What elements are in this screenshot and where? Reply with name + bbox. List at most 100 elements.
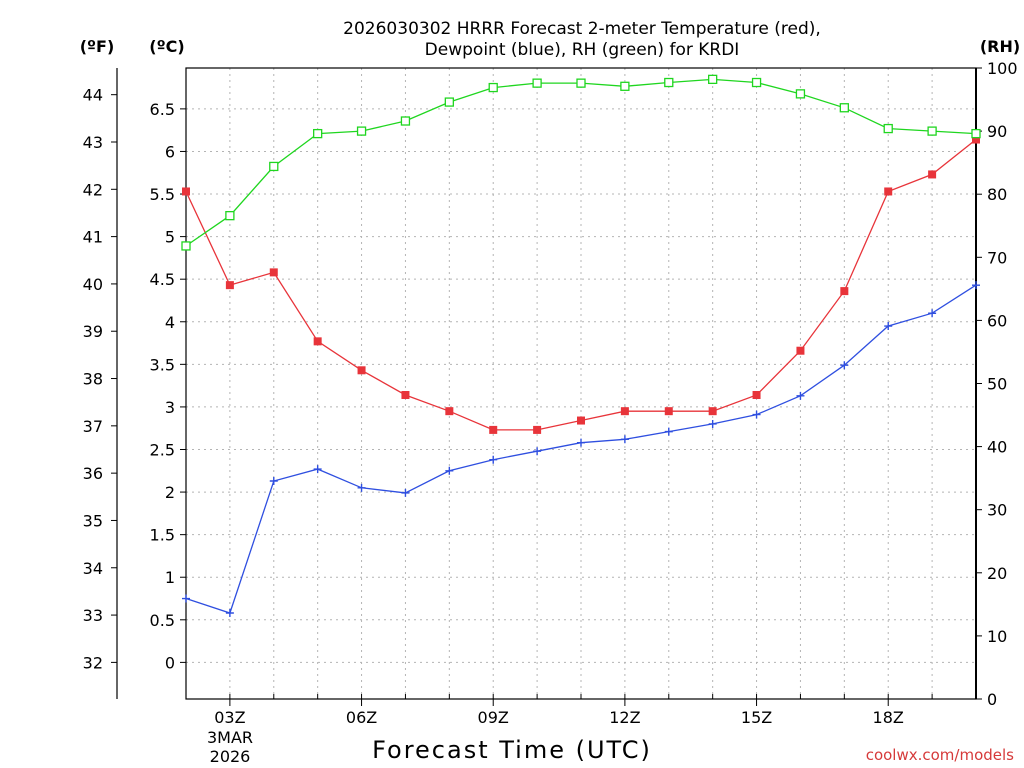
- fahrenheit-tick-label: 41: [83, 228, 103, 247]
- fahrenheit-tick-label: 40: [83, 275, 103, 294]
- dewpoint-point: [577, 438, 585, 447]
- rh-tick-label: 70: [987, 248, 1007, 267]
- fahrenheit-tick-label: 35: [83, 511, 103, 530]
- fahrenheit-tick-label: 38: [83, 370, 103, 389]
- celsius-tick-label: 2: [165, 483, 175, 502]
- dewpoint-point: [972, 281, 980, 290]
- rh-series: [181, 74, 981, 251]
- temperature-point: [972, 135, 980, 144]
- fahrenheit-tick-label: 37: [83, 417, 103, 436]
- rh-point: [751, 77, 762, 88]
- temperature-point: [357, 366, 366, 375]
- fahrenheit-tick-label: 42: [83, 180, 103, 199]
- temperature-point: [577, 416, 585, 425]
- dewpoint-point: [796, 391, 805, 400]
- rh-tick-label: 10: [987, 627, 1007, 646]
- temperature-point: [708, 407, 717, 416]
- temperature-point: [533, 425, 542, 434]
- temperature-point: [182, 187, 190, 196]
- rh-point: [313, 128, 323, 139]
- temperature-point: [620, 407, 629, 416]
- rh-tick-label: 60: [987, 311, 1007, 330]
- temperature-point: [225, 281, 234, 290]
- x-tick-label: 09Z: [478, 708, 509, 727]
- temperature-point: [269, 268, 278, 277]
- fahrenheit-tick-label: 43: [83, 133, 103, 152]
- dewpoint-point: [620, 435, 629, 444]
- celsius-tick-label: 6: [165, 142, 175, 161]
- fahrenheit-tick-label: 33: [83, 606, 103, 625]
- rh-point: [181, 241, 191, 251]
- date-label-line2: 2026: [210, 747, 251, 766]
- date-label-line1: 3MAR: [207, 728, 253, 747]
- dewpoint-series: [182, 281, 980, 617]
- rh-point: [795, 89, 806, 99]
- temperature-point: [445, 407, 454, 416]
- celsius-tick-label: 6.5: [150, 100, 175, 119]
- axes: [111, 67, 982, 706]
- rh-point: [444, 97, 454, 107]
- rh-tick-label: 0: [987, 690, 997, 709]
- rh-point: [620, 81, 630, 91]
- dewpoint-point: [313, 465, 322, 474]
- fahrenheit-tick-label: 39: [83, 322, 103, 341]
- dewpoint-point: [401, 488, 410, 497]
- tick-labels: 0 0.5 1 1.5 2 2.5 3 3.5 4 4.5 5 5.5 6 6.5 32 33 34 35 36 37…: [83, 59, 1018, 727]
- rh-point: [927, 126, 937, 136]
- dewpoint-point: [664, 427, 673, 436]
- rh-point: [356, 126, 367, 136]
- temperature-point: [752, 390, 761, 399]
- temperature-point: [664, 407, 673, 416]
- dewpoint-point: [489, 455, 498, 464]
- rh-tick-label: 30: [987, 501, 1007, 520]
- rh-point: [971, 128, 981, 139]
- fahrenheit-tick-label: 32: [83, 653, 103, 672]
- temperature-point: [313, 337, 322, 346]
- data-series: [181, 74, 981, 617]
- temperature-series: [182, 135, 980, 434]
- celsius-tick-label: 0.5: [150, 611, 175, 630]
- celsius-tick-label: 3.5: [150, 355, 175, 374]
- celsius-tick-label: 5: [165, 228, 175, 247]
- dewpoint-line: [185, 284, 977, 614]
- rh-point: [664, 77, 674, 88]
- rh-tick-label: 100: [987, 59, 1018, 78]
- fahrenheit-tick-label: 44: [83, 86, 103, 105]
- celsius-tick-label: 2.5: [150, 440, 175, 459]
- chart-title-line1: 2026030302 HRRR Forecast 2-meter Tempera…: [343, 19, 821, 39]
- fahrenheit-unit-label: (ºF): [80, 37, 115, 56]
- rh-tick-label: 50: [987, 375, 1007, 394]
- x-tick-label: 06Z: [346, 708, 377, 727]
- rh-tick-label: 90: [987, 122, 1007, 141]
- dewpoint-point: [928, 309, 937, 318]
- dewpoint-point: [445, 466, 454, 475]
- dewpoint-point: [708, 419, 717, 428]
- rh-point: [576, 78, 586, 88]
- dewpoint-point: [884, 322, 893, 331]
- rh-point: [269, 161, 279, 172]
- celsius-tick-label: 5.5: [150, 185, 175, 204]
- temperature-point: [884, 187, 893, 196]
- celsius-tick-label: 3: [165, 398, 175, 417]
- rh-tick-label: 40: [987, 438, 1007, 457]
- rh-tick-label: 20: [987, 564, 1007, 583]
- x-tick-label: 12Z: [609, 708, 640, 727]
- plot-frame: [185, 67, 977, 700]
- temperature-point: [840, 287, 849, 296]
- temperature-point: [928, 170, 937, 179]
- x-tick-label: 15Z: [741, 708, 772, 727]
- source-credit: coolwx.com/models: [866, 746, 1014, 764]
- x-tick-label: 03Z: [214, 708, 245, 727]
- dewpoint-point: [269, 477, 278, 486]
- celsius-tick-label: 1: [165, 568, 175, 587]
- fahrenheit-tick-label: 34: [83, 559, 103, 578]
- celsius-unit-label: (ºC): [149, 37, 184, 56]
- rh-point: [883, 123, 893, 134]
- celsius-tick-label: 4.5: [150, 270, 175, 289]
- gridlines: [186, 68, 976, 699]
- dewpoint-point: [182, 594, 190, 603]
- dewpoint-point: [357, 483, 366, 492]
- celsius-tick-label: 0: [165, 653, 175, 672]
- rh-point: [839, 103, 849, 113]
